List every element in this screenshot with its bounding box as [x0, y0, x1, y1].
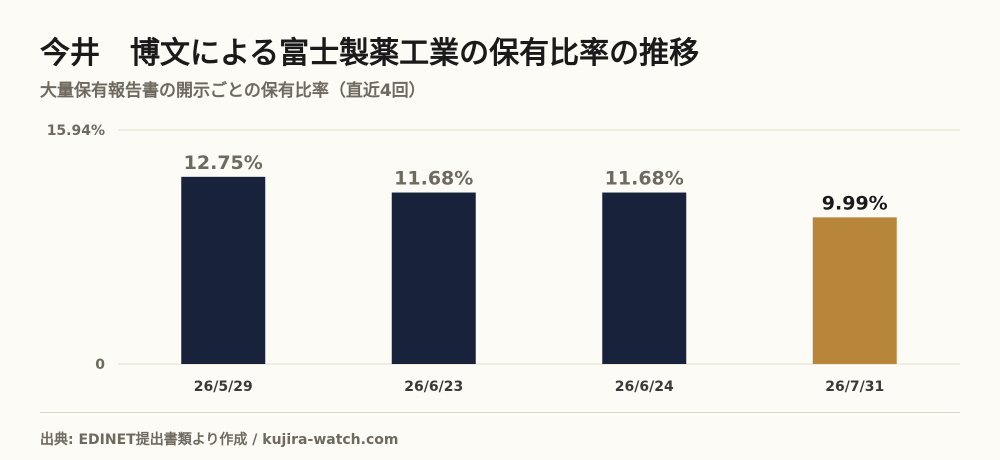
y-tick-label: 0 [95, 357, 105, 373]
chart-title: 今井 博文による富士製薬工業の保有比率の推移 [40, 36, 700, 71]
y-tick-label: 15.94% [47, 123, 105, 139]
x-tick-label: 26/7/31 [825, 379, 884, 395]
bar-value-label: 11.68% [394, 168, 473, 190]
bar-value-label: 12.75% [184, 152, 263, 174]
footer-divider [40, 412, 960, 413]
bar-26-5-29 [181, 176, 266, 364]
x-tick-label: 26/6/23 [404, 379, 463, 395]
bar-26-6-24 [602, 192, 687, 364]
bar-value-label: 11.68% [605, 168, 684, 190]
bar-26-6-23 [391, 192, 476, 364]
x-tick-label: 26/5/29 [194, 379, 253, 395]
x-tick-label: 26/6/24 [615, 379, 674, 395]
bar-26-7-31 [812, 217, 897, 364]
source-note: 出典: EDINET提出書類より作成 / kujira-watch.com [40, 432, 399, 448]
chart-subtitle: 大量保有報告書の開示ごとの保有比率（直近4回） [40, 81, 426, 101]
bar-value-label: 9.99% [822, 192, 888, 214]
